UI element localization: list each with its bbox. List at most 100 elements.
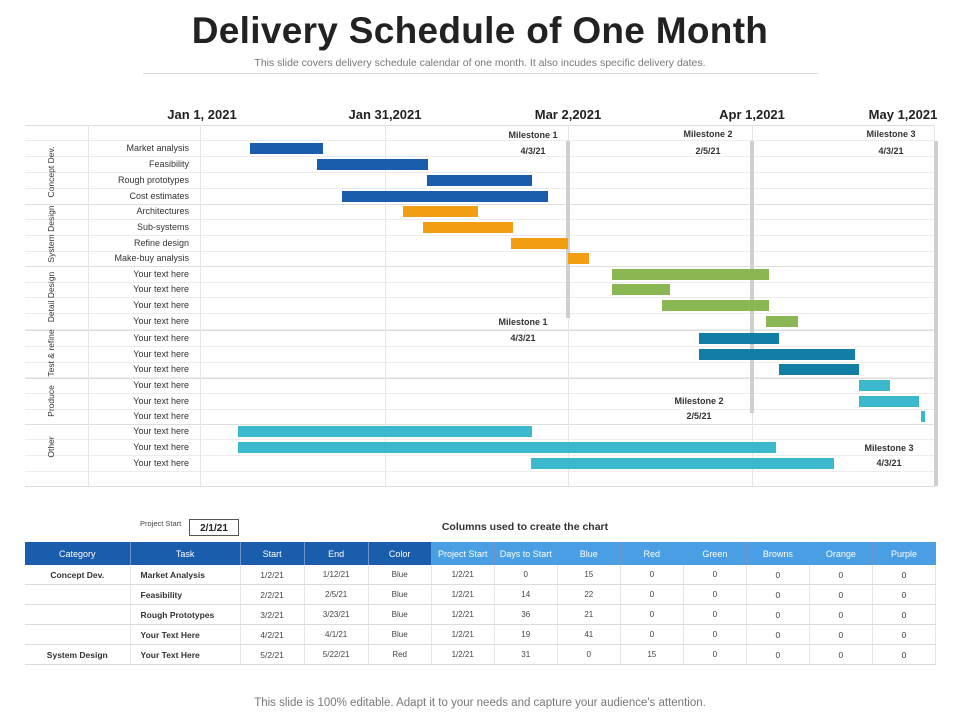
gantt-bar <box>531 458 834 469</box>
gantt-bar <box>238 442 776 453</box>
table-cell: 0 <box>809 644 873 665</box>
table-cell: Your Text Here <box>130 644 241 665</box>
milestone-2-top-date: 2/5/21 <box>695 146 721 156</box>
table-cell: System Design <box>25 644 131 665</box>
grid-row-line <box>25 188 935 189</box>
table-cell: 1/2/21 <box>431 644 495 665</box>
table-cell: 0 <box>683 604 747 625</box>
task-label: Your text here <box>133 333 189 343</box>
task-label: Your text here <box>133 411 189 421</box>
grid-col-line <box>200 125 201 486</box>
table-cell: 1/2/21 <box>431 624 495 645</box>
milestone-1-inline-date: 4/3/21 <box>510 333 536 343</box>
table-cell: Red <box>368 644 432 665</box>
task-label: Your text here <box>133 269 189 279</box>
gantt-bar <box>699 333 779 344</box>
category-label-concept: Concept Dev. <box>46 146 56 198</box>
gantt-bar <box>859 396 919 407</box>
grid-row-line <box>25 235 935 236</box>
gantt-bar <box>403 206 478 217</box>
table-cell: 14 <box>494 584 558 605</box>
table-cell: 3/2/21 <box>240 604 305 625</box>
project-start-label: Project Start <box>140 519 182 528</box>
table-cell: 0 <box>872 644 937 665</box>
page-title: Delivery Schedule of One Month <box>191 10 769 51</box>
milestone-marker-3 <box>934 141 938 486</box>
grid-row-line <box>25 172 935 173</box>
table-header-row: Category Task Start End Color Project Start Da… <box>25 542 937 565</box>
table-cell: 1/2/21 <box>431 604 495 625</box>
table-cell: 15 <box>620 644 684 665</box>
grid-row-line <box>25 471 935 472</box>
timeline-date-1: Jan 1, 2021 <box>167 107 237 122</box>
task-label: Your text here <box>133 442 189 452</box>
task-label: Market analysis <box>126 143 189 153</box>
grid-row-line <box>25 297 935 298</box>
table-cell: Market Analysis <box>130 565 241 585</box>
table-header-cell: Project Start <box>431 542 495 565</box>
table-cell: Your Text Here <box>130 624 241 645</box>
grid-row-line <box>25 156 935 157</box>
gantt-bar <box>662 300 769 311</box>
table-cell: 1/2/21 <box>240 565 305 585</box>
table-cell: 4/1/21 <box>304 624 369 645</box>
category-label-system: System Design <box>46 205 56 263</box>
task-label: Rough prototypes <box>117 175 189 185</box>
table-header-cell: End <box>304 542 369 565</box>
table-cell: 0 <box>683 624 747 645</box>
table-cell: 5/22/21 <box>304 644 369 665</box>
table-cell: 0 <box>620 604 684 625</box>
project-start-value[interactable]: 2/1/21 <box>189 519 239 536</box>
page-subtitle: This slide covers delivery schedule cale… <box>254 57 706 69</box>
table-cell: Rough Prototypes <box>130 604 241 625</box>
milestone-marker-1 <box>566 141 570 318</box>
grid-row-line <box>25 125 935 126</box>
gantt-bar <box>612 269 769 280</box>
timeline-date-2: Jan 31,2021 <box>348 107 422 122</box>
task-label: Your text here <box>133 349 189 359</box>
table-cell: 22 <box>557 584 621 605</box>
table-cell: 36 <box>494 604 558 625</box>
task-label: Your text here <box>133 316 189 326</box>
table-cell: 0 <box>809 584 873 605</box>
milestone-2-top-name: Milestone 2 <box>683 129 733 139</box>
task-label: Your text here <box>133 364 189 374</box>
table-cell: 21 <box>557 604 621 625</box>
table-cell: 0 <box>557 644 621 665</box>
table-cell <box>25 584 131 605</box>
table-cell: 1/2/21 <box>431 584 495 605</box>
table-cell <box>25 624 131 645</box>
milestone-2-inline-date: 2/5/21 <box>686 411 712 421</box>
table-header-cell: Blue <box>557 542 621 565</box>
table-cell <box>25 604 131 625</box>
grid-row-line <box>25 439 935 440</box>
table-cell: 0 <box>746 604 810 625</box>
task-label: Feasibility <box>148 159 189 169</box>
grid-row-line <box>25 219 935 220</box>
table-cell: Blue <box>368 584 432 605</box>
milestone-1-top-name: Milestone 1 <box>508 130 558 140</box>
table-cell: 0 <box>683 565 747 585</box>
table-header-cell: Days to Start <box>494 542 558 565</box>
table-cell: 5/2/21 <box>240 644 305 665</box>
grid-row-line <box>25 329 935 330</box>
table-cell: 0 <box>620 584 684 605</box>
grid-category-line <box>25 424 935 425</box>
timeline-date-3: Mar 2,2021 <box>534 107 602 122</box>
table-cell: 0 <box>746 624 810 645</box>
milestone-1-top-date: 4/3/21 <box>520 146 546 156</box>
timeline-date-5: May 1,2021 <box>868 107 938 122</box>
table-header-cell: Start <box>240 542 305 565</box>
table-row: System Design Your Text Here 5/2/21 5/22/21… <box>25 644 937 665</box>
grid-category-line <box>25 204 935 205</box>
task-label: Your text here <box>133 380 189 390</box>
gantt-bar <box>859 380 890 391</box>
task-label: Architectures <box>136 206 189 216</box>
gantt-bar <box>699 349 855 360</box>
grid-category-line <box>25 378 935 379</box>
table-cell: 0 <box>872 604 937 625</box>
gantt-bar <box>342 191 548 202</box>
table-cell: Blue <box>368 604 432 625</box>
milestone-2-inline-name: Milestone 2 <box>674 396 724 406</box>
task-label: Your text here <box>133 396 189 406</box>
